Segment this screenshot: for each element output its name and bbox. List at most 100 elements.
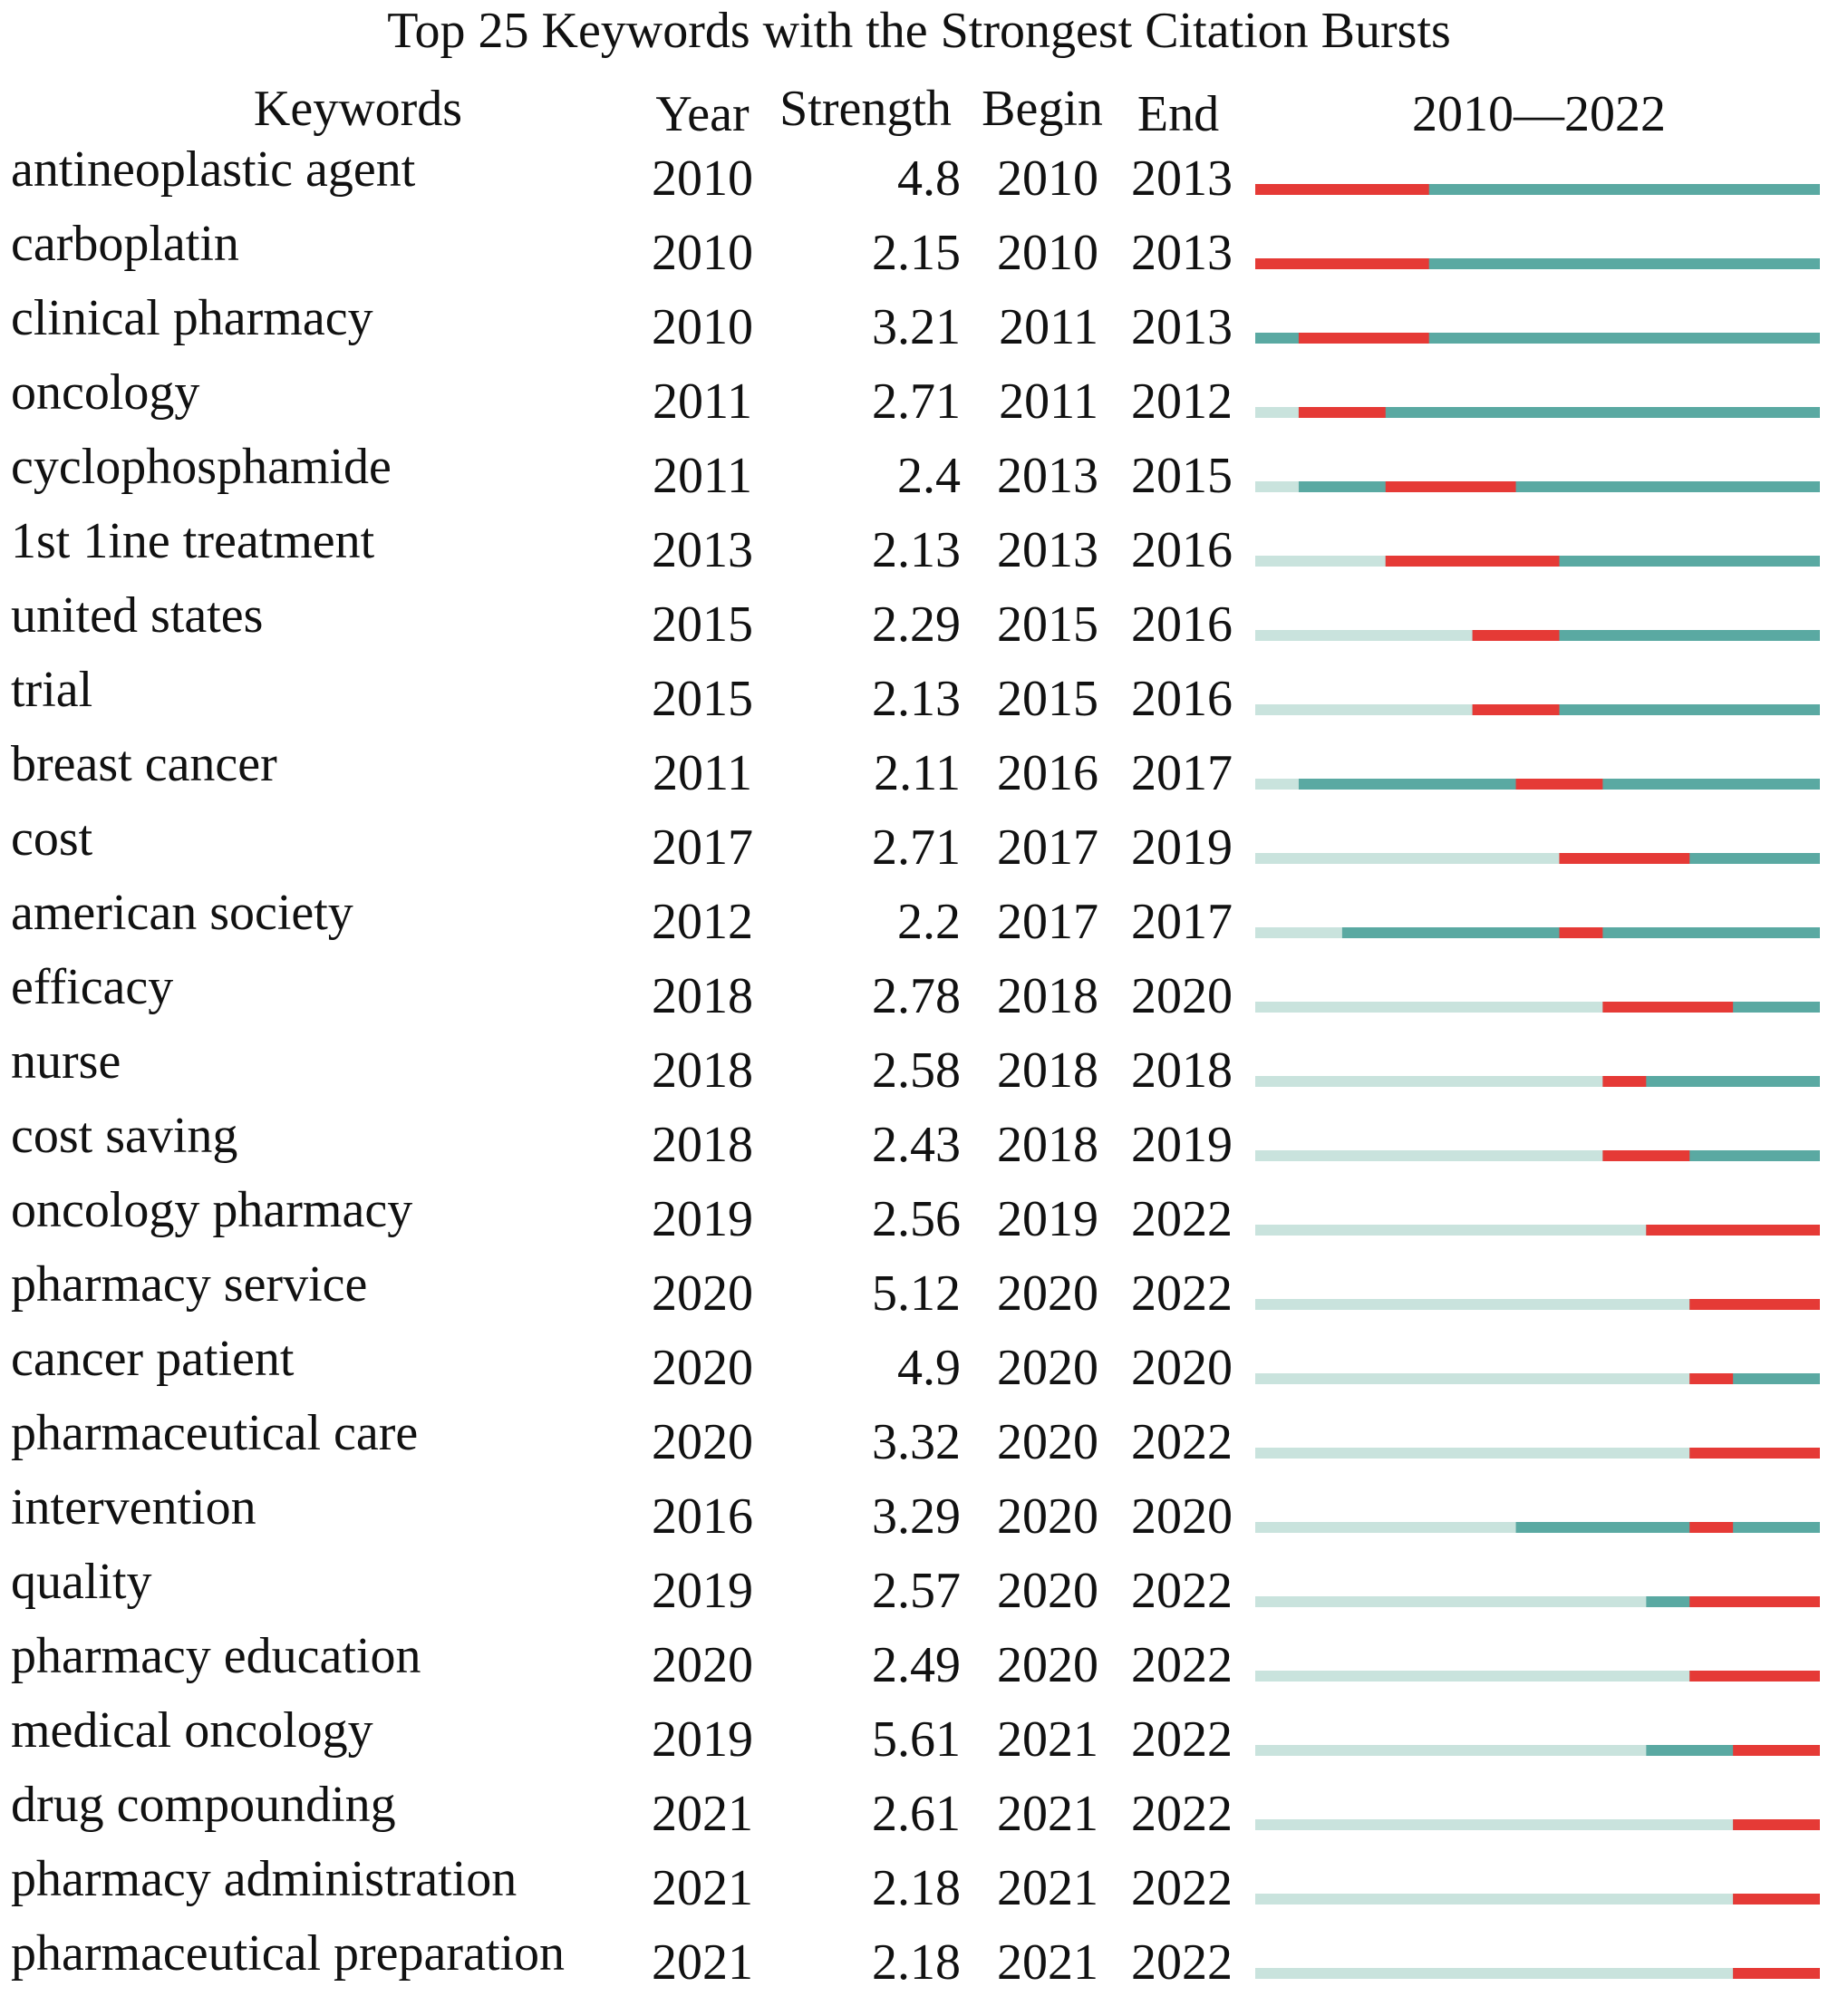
table-row: pharmacy education 2020 2.49 2020 2022 xyxy=(11,1628,1820,1693)
end-value: 2020 xyxy=(1131,1340,1233,1396)
burst-bar xyxy=(1385,481,1516,492)
year-value: 2018 xyxy=(652,968,753,1024)
year-value: 2020 xyxy=(652,1637,753,1693)
begin-value: 2018 xyxy=(997,968,1098,1024)
column-headers: Keywords Year Strength Begin End 2010—20… xyxy=(254,81,1666,142)
keyword-label: medical oncology xyxy=(11,1702,373,1759)
begin-value: 2010 xyxy=(997,150,1098,207)
strength-value: 4.9 xyxy=(897,1340,961,1396)
table-row: clinical pharmacy 2010 3.21 2011 2013 xyxy=(11,290,1820,355)
year-value: 2015 xyxy=(652,596,753,653)
burst-bar xyxy=(1689,1299,1820,1310)
table-row: antineoplastic agent 2010 4.8 2010 2013 xyxy=(11,141,1820,207)
begin-value: 2015 xyxy=(997,596,1098,653)
strength-value: 2.29 xyxy=(872,596,961,653)
year-value: 2011 xyxy=(653,448,752,504)
burst-bar xyxy=(1733,1894,1820,1905)
keyword-label: antineoplastic agent xyxy=(11,141,416,198)
timeline-inactive-segment xyxy=(1255,481,1299,492)
burst-bar xyxy=(1559,853,1690,864)
end-value: 2022 xyxy=(1131,1414,1233,1470)
timeline-inactive-segment xyxy=(1255,630,1473,641)
burst-bar xyxy=(1298,333,1429,344)
table-row: oncology pharmacy 2019 2.56 2019 2022 xyxy=(11,1182,1820,1247)
begin-value: 2021 xyxy=(997,1786,1098,1842)
strength-value: 5.61 xyxy=(872,1711,961,1768)
end-value: 2013 xyxy=(1131,299,1233,355)
end-value: 2012 xyxy=(1131,373,1233,430)
burst-bar xyxy=(1646,1225,1820,1236)
keyword-label: quality xyxy=(11,1554,152,1610)
header-keywords: Keywords xyxy=(254,81,462,137)
burst-bar xyxy=(1733,1745,1820,1756)
begin-value: 2018 xyxy=(997,1117,1098,1173)
strength-value: 2.57 xyxy=(872,1563,961,1619)
keyword-label: cancer patient xyxy=(11,1331,295,1387)
table-row: pharmaceutical care 2020 3.32 2020 2022 xyxy=(11,1405,1820,1470)
strength-value: 2.56 xyxy=(872,1191,961,1247)
end-value: 2022 xyxy=(1131,1265,1233,1322)
end-value: 2018 xyxy=(1131,1042,1233,1099)
timeline-inactive-segment xyxy=(1255,1968,1734,1979)
burst-bar xyxy=(1472,704,1560,715)
table-row: trial 2015 2.13 2015 2016 xyxy=(11,662,1820,727)
burst-bar xyxy=(1733,1968,1820,1979)
timeline-inactive-segment xyxy=(1255,704,1473,715)
header-timeline-range: 2010—2022 xyxy=(1412,86,1666,142)
begin-value: 2021 xyxy=(997,1934,1098,1991)
timeline-inactive-segment xyxy=(1255,1819,1734,1830)
burst-bar xyxy=(1689,1448,1820,1459)
strength-value: 2.71 xyxy=(872,819,961,876)
burst-bar xyxy=(1255,184,1429,195)
table-row: cost 2017 2.71 2017 2019 xyxy=(11,810,1820,876)
table-row: cyclophosphamide 2011 2.4 2013 2015 xyxy=(11,439,1820,504)
table-row: pharmacy administration 2021 2.18 2021 2022 xyxy=(11,1851,1820,1916)
end-value: 2019 xyxy=(1131,1117,1233,1173)
keyword-label: american society xyxy=(11,885,353,941)
strength-value: 2.11 xyxy=(874,745,961,801)
year-value: 2021 xyxy=(652,1860,753,1916)
begin-value: 2020 xyxy=(997,1488,1098,1545)
end-value: 2022 xyxy=(1131,1191,1233,1247)
burst-bar xyxy=(1689,1671,1820,1682)
table-row: pharmaceutical preparation 2021 2.18 2021 20… xyxy=(11,1925,1820,1991)
end-value: 2017 xyxy=(1131,745,1233,801)
begin-value: 2013 xyxy=(997,522,1098,578)
begin-value: 2019 xyxy=(997,1191,1098,1247)
keyword-label: carboplatin xyxy=(11,216,239,272)
keyword-label: oncology xyxy=(11,364,199,421)
burst-bar xyxy=(1472,630,1560,641)
end-value: 2019 xyxy=(1131,819,1233,876)
timeline-inactive-segment xyxy=(1255,1299,1690,1310)
keyword-label: trial xyxy=(11,662,92,718)
begin-value: 2017 xyxy=(997,894,1098,950)
strength-value: 2.71 xyxy=(872,373,961,430)
year-value: 2011 xyxy=(653,745,752,801)
timeline-inactive-segment xyxy=(1255,1076,1603,1087)
table-row: 1st 1ine treatment 2013 2.13 2013 2016 xyxy=(11,513,1820,578)
header-strength: Strength xyxy=(779,81,952,137)
burst-bar xyxy=(1689,1522,1734,1533)
keyword-label: cost saving xyxy=(11,1108,237,1164)
end-value: 2016 xyxy=(1131,522,1233,578)
timeline-inactive-segment xyxy=(1255,1150,1603,1161)
strength-value: 4.8 xyxy=(897,150,961,207)
year-value: 2019 xyxy=(652,1711,753,1768)
keyword-label: pharmaceutical care xyxy=(11,1405,418,1461)
keyword-label: pharmacy service xyxy=(11,1256,367,1313)
end-value: 2020 xyxy=(1131,1488,1233,1545)
strength-value: 2.43 xyxy=(872,1117,961,1173)
strength-value: 2.2 xyxy=(897,894,961,950)
end-value: 2022 xyxy=(1131,1637,1233,1693)
keyword-label: efficacy xyxy=(11,959,173,1015)
timeline-inactive-segment xyxy=(1255,1373,1690,1384)
keyword-label: pharmaceutical preparation xyxy=(11,1925,565,1982)
timeline-inactive-segment xyxy=(1255,1671,1690,1682)
begin-value: 2015 xyxy=(997,671,1098,727)
year-value: 2011 xyxy=(653,373,752,430)
strength-value: 2.58 xyxy=(872,1042,961,1099)
timeline-inactive-segment xyxy=(1255,556,1386,567)
keyword-label: pharmacy administration xyxy=(11,1851,517,1907)
begin-value: 2020 xyxy=(997,1637,1098,1693)
